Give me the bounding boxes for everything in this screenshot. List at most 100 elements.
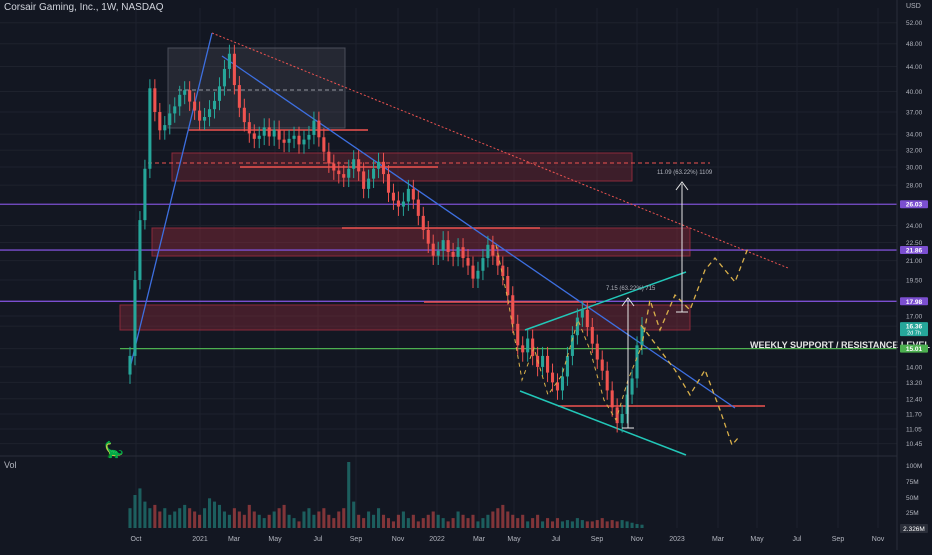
x-tick-label: Sep	[350, 536, 363, 543]
y-tick-label: 11.70	[906, 412, 922, 419]
candle-body	[491, 244, 495, 256]
y-tick-label: 37.00	[906, 109, 923, 116]
price-tag-label: 17.98	[906, 299, 923, 306]
candle-body	[630, 378, 634, 395]
volume-bar	[203, 508, 207, 528]
candle-body	[158, 111, 162, 131]
y-tick-label: 13.20	[906, 380, 923, 387]
volume-bar	[163, 508, 167, 528]
price-tag	[900, 297, 928, 306]
candle-body	[207, 109, 212, 117]
currency-label: USD	[906, 3, 921, 10]
volume-bar	[327, 514, 331, 528]
candle-body	[406, 188, 410, 202]
candle-body	[327, 151, 331, 164]
candle-body	[471, 265, 475, 279]
candle-body	[431, 243, 435, 256]
candle-body	[312, 120, 316, 135]
x-tick-label: Nov	[631, 536, 644, 543]
measure-label-mid: 7.15 (63.22%) 715	[606, 286, 656, 292]
volume-bar	[531, 518, 535, 528]
volume-bar	[173, 511, 177, 528]
candle-body	[416, 199, 420, 216]
volume-bar	[516, 518, 520, 528]
x-tick-label: May	[507, 536, 521, 543]
volume-bar	[282, 504, 286, 528]
volume-tick-label: 100M	[906, 463, 922, 470]
y-tick-label: 34.00	[906, 132, 923, 139]
candle-body	[466, 258, 470, 266]
volume-bar	[526, 521, 530, 528]
volume-bar	[496, 508, 500, 528]
volume-bar	[585, 521, 589, 528]
supply-demand-zone	[119, 304, 691, 331]
volume-bar	[555, 518, 560, 528]
volume-bar	[391, 521, 395, 528]
volume-bar	[381, 514, 386, 528]
y-tick-label: 17.00	[906, 313, 923, 320]
candle-body	[541, 355, 545, 367]
volume-bar	[372, 514, 376, 528]
volume-bar	[153, 504, 157, 528]
candle-body	[486, 244, 490, 259]
candle-body	[198, 110, 202, 121]
volume-bar	[565, 520, 569, 528]
y-tick-label: 22.50	[906, 240, 923, 247]
x-tick-label: Jul	[314, 536, 323, 543]
y-tick-label: 52.00	[906, 20, 923, 27]
candle-body	[193, 101, 197, 111]
x-tick-label: Mar	[228, 536, 241, 543]
price-tag-countdown: 2d 7h	[907, 331, 921, 337]
candle-body	[386, 174, 391, 193]
y-tick-label: 32.00	[906, 148, 923, 155]
x-tick-label: 2023	[669, 536, 685, 543]
volume-bar	[610, 520, 614, 528]
volume-bar	[441, 518, 445, 528]
volume-bar	[183, 504, 187, 528]
candle-body	[237, 85, 241, 108]
candle-body	[511, 295, 515, 324]
volume-bar	[446, 521, 450, 528]
volume-bar	[471, 514, 475, 528]
volume-bar	[227, 514, 231, 528]
volume-bar	[347, 462, 351, 528]
x-tick-label: May	[268, 536, 282, 543]
price-tag	[900, 246, 928, 255]
candle-body	[257, 135, 261, 139]
x-tick-label: 2022	[429, 536, 445, 543]
candle-body	[546, 355, 550, 373]
x-tick-label: Mar	[712, 536, 725, 543]
volume-tick-label: 25M	[906, 510, 919, 517]
volume-bar	[287, 514, 291, 528]
x-tick-label: Sep	[591, 536, 604, 543]
candle-body	[496, 255, 500, 266]
bullish-projection-path	[640, 247, 749, 351]
candle-body	[555, 382, 560, 391]
volume-bar	[570, 521, 574, 528]
volume-bar	[521, 514, 525, 528]
candle-body	[183, 90, 187, 95]
candle-body	[565, 355, 569, 377]
volume-bar	[436, 514, 440, 528]
volume-bar	[262, 518, 266, 528]
volume-bar	[461, 514, 465, 528]
x-tick-label: 2021	[192, 536, 208, 543]
candle-body	[153, 88, 157, 112]
candle-body	[531, 338, 535, 356]
candle-body	[640, 326, 644, 346]
candle-body	[585, 309, 589, 328]
supply-demand-zone	[167, 47, 346, 129]
volume-bar	[421, 518, 425, 528]
wedge-upper-line	[524, 271, 687, 331]
price-tag	[900, 322, 928, 337]
wedge-lower-line	[519, 390, 687, 456]
volume-bar	[615, 521, 619, 528]
volume-last-label: 2.326M	[903, 526, 925, 533]
candle-body	[173, 106, 177, 114]
volume-bar	[600, 518, 604, 528]
volume-bar	[640, 524, 644, 528]
volume-bar	[277, 508, 281, 528]
volume-bar	[401, 511, 405, 528]
